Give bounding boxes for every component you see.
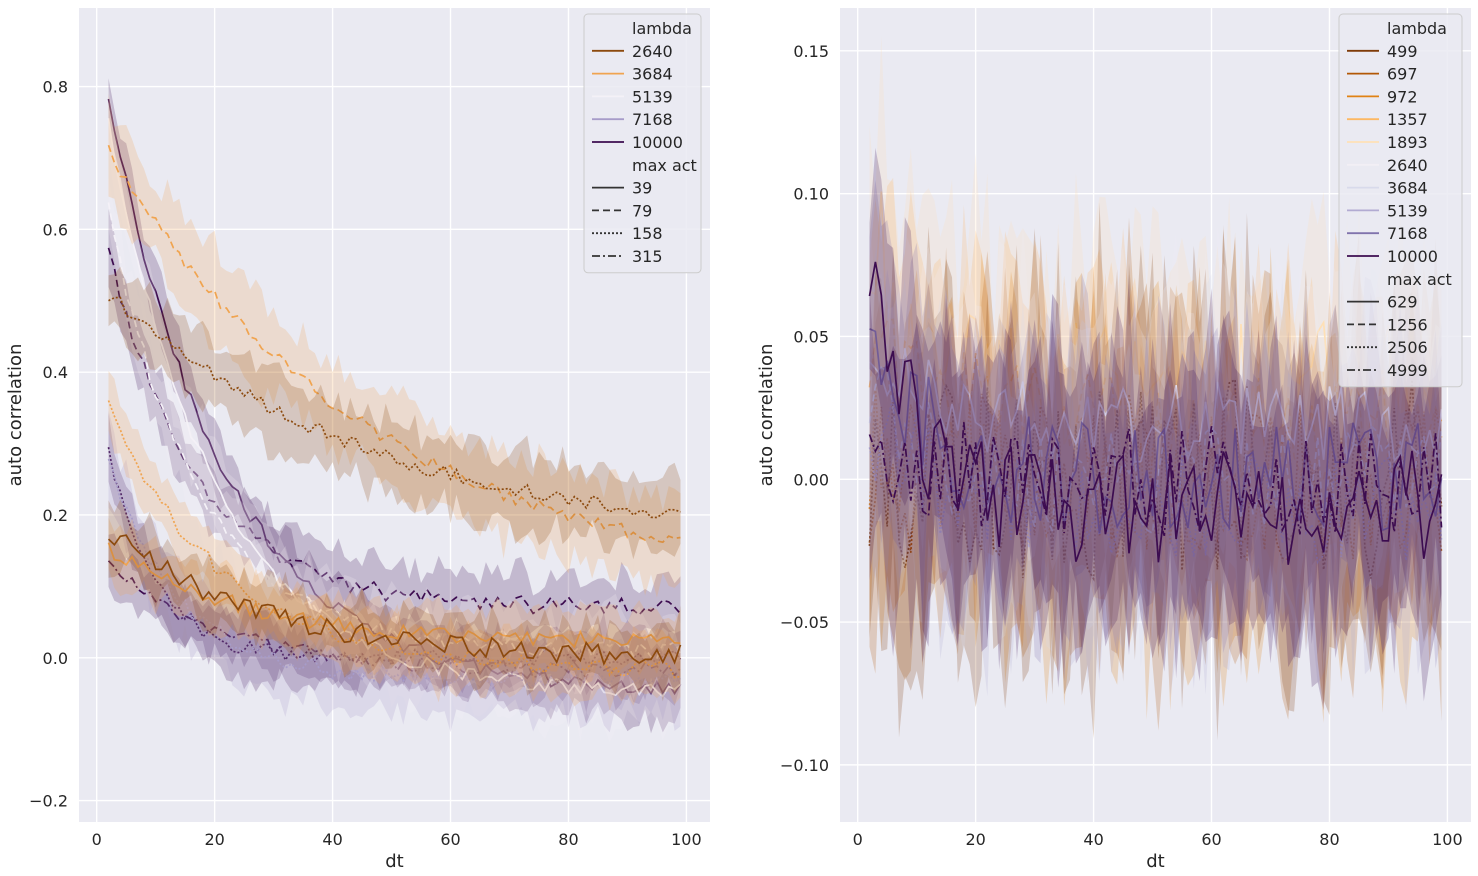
y-tick-label: 0.05 <box>793 327 829 346</box>
legend-entry: 4999 <box>1387 361 1428 380</box>
series-line <box>869 328 1443 534</box>
series-line <box>107 560 682 680</box>
x-tick-label: 0 <box>853 830 863 849</box>
legend-entry: 79 <box>632 201 652 220</box>
series-line <box>107 542 681 649</box>
legend-entry: 2506 <box>1387 338 1428 357</box>
x-tick-label: 80 <box>558 830 578 849</box>
legend-entry: 7168 <box>1387 224 1428 243</box>
x-tick-label: 40 <box>1083 830 1103 849</box>
legend: lambda 2640 3684 5139 7168 10000 max act 39 79 15… <box>583 13 702 274</box>
series-line <box>107 247 682 616</box>
series-band <box>108 93 681 598</box>
legend-frame <box>583 13 702 274</box>
series-band <box>108 208 681 652</box>
legend-entry: 629 <box>1387 293 1418 312</box>
legend-entry: 10000 <box>632 133 683 152</box>
series-band <box>869 147 1442 711</box>
x-tick-label: 100 <box>1432 830 1463 849</box>
series-line <box>868 393 1443 562</box>
x-tick-label: 0 <box>92 830 102 849</box>
y-tick-label: 0.8 <box>43 78 68 97</box>
series-band <box>108 517 681 684</box>
series-line <box>868 318 1443 481</box>
series-line <box>868 261 1443 565</box>
series-band <box>869 180 1442 669</box>
series-band <box>108 412 681 701</box>
x-tick-label: 20 <box>965 830 985 849</box>
legend-title: lambda <box>1387 19 1447 38</box>
legend-entry: 499 <box>1387 42 1418 61</box>
legend-entry: 3684 <box>632 65 673 84</box>
series-line <box>108 296 681 519</box>
x-tick-label: 60 <box>1201 830 1221 849</box>
series-line <box>868 422 1443 537</box>
y-tick-label: 0.00 <box>793 470 829 489</box>
legend-entry: 7168 <box>632 110 673 129</box>
legend-entry: 1893 <box>1387 133 1428 152</box>
legend-entry: 1357 <box>1387 110 1428 129</box>
series-band <box>869 213 1442 677</box>
legend-entry: 2640 <box>1387 156 1428 175</box>
legend-entry: 5139 <box>1387 201 1428 220</box>
legend-entry: 1256 <box>1387 315 1428 334</box>
y-tick-label: 0.15 <box>793 42 829 61</box>
y-axis-label: auto correlation <box>5 344 26 487</box>
series-line <box>107 400 681 679</box>
legend-entry: 39 <box>632 179 652 198</box>
y-tick-label: 0.6 <box>43 220 68 239</box>
x-tick-label: 80 <box>1319 830 1339 849</box>
legend-entry: 10000 <box>1387 247 1438 266</box>
y-tick-label: −0.2 <box>29 792 68 811</box>
y-axis-label: auto correlation <box>756 344 777 487</box>
y-tick-label: 0.0 <box>43 649 68 668</box>
series-line <box>107 534 682 666</box>
series-band <box>108 78 681 734</box>
legend-title: max act <box>632 156 697 175</box>
series-band <box>869 35 1442 635</box>
series-line <box>868 366 1443 537</box>
x-axis-label: dt <box>1146 851 1164 872</box>
y-tick-label: −0.05 <box>780 613 829 632</box>
x-tick-label: 60 <box>440 830 460 849</box>
legend-frame <box>1338 13 1463 388</box>
y-tick-label: 0.4 <box>43 363 68 382</box>
legend-entry: 315 <box>632 247 663 266</box>
series-band <box>108 370 681 711</box>
legend-entry: 697 <box>1387 65 1418 84</box>
series-band <box>869 274 1442 682</box>
series-line <box>107 447 682 668</box>
legend-entry: 2640 <box>632 42 673 61</box>
series-line <box>107 118 682 698</box>
legend-entry: 158 <box>632 224 663 243</box>
legend-title: max act <box>1387 270 1452 289</box>
series-band <box>108 176 681 701</box>
series-line <box>868 348 1443 463</box>
series-band <box>108 266 681 560</box>
series-band <box>108 86 681 743</box>
x-tick-label: 20 <box>204 830 224 849</box>
y-tick-label: −0.10 <box>780 756 829 775</box>
y-tick-label: 0.10 <box>793 185 829 204</box>
series-line <box>107 458 681 688</box>
chart-panel-1: 0 20 40 60 80 100 −0.2 0.0 0.2 0.4 0.6 0.8 dt auto co… <box>5 8 710 872</box>
legend-entry: 5139 <box>632 87 673 106</box>
chart-panel-2: 0 20 40 60 80 100 −0.10 −0.05 0.00 0.05 0.10 0.15 dt… <box>756 8 1471 872</box>
x-axis-label: dt <box>385 851 403 872</box>
legend-entry: 972 <box>1387 87 1418 106</box>
x-tick-label: 100 <box>671 830 702 849</box>
x-tick-label: 40 <box>322 830 342 849</box>
legend: lambda 499 697 972 1357 1893 2640 3684 5139 7168 1… <box>1338 13 1463 388</box>
legend-entry: 3684 <box>1387 179 1428 198</box>
series-band <box>108 533 681 713</box>
y-tick-label: 0.2 <box>43 506 68 525</box>
legend-title: lambda <box>632 19 692 38</box>
